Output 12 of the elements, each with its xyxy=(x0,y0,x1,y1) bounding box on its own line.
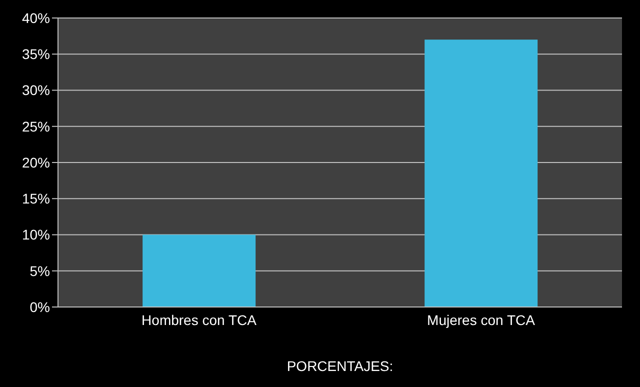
y-tick-label: 20% xyxy=(22,154,50,170)
y-tick-label: 0% xyxy=(30,298,50,315)
y-tick-label: 25% xyxy=(22,118,50,134)
y-tick-label: 5% xyxy=(30,262,50,279)
x-tick-label: Mujeres con TCA xyxy=(427,312,536,328)
x-tick-label: Hombres con TCA xyxy=(142,312,258,328)
y-tick-label: 35% xyxy=(22,46,50,62)
y-tick-label: 10% xyxy=(22,226,50,243)
y-tick-label: 30% xyxy=(22,82,50,98)
x-axis-title: PORCENTAJES: xyxy=(286,358,394,374)
y-tick-label: 40% xyxy=(22,10,50,26)
y-tick-label: 15% xyxy=(22,190,50,207)
